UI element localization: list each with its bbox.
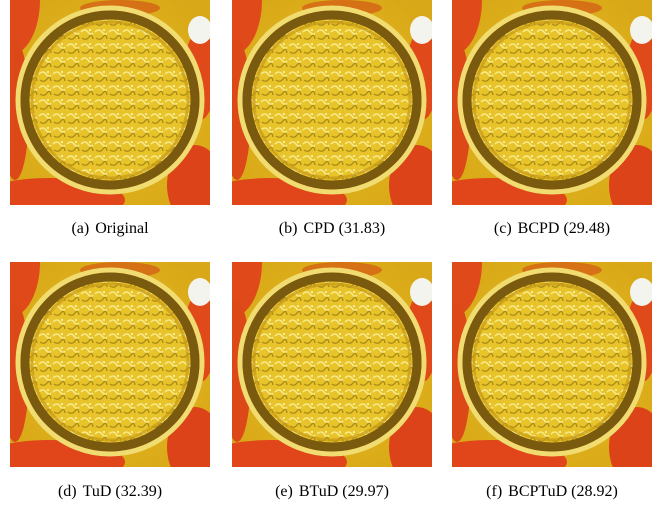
caption-text: CPD (31.83) — [303, 220, 385, 237]
caption-text: Original — [95, 220, 148, 237]
caption: (c) BCPD (29.48) — [432, 220, 668, 238]
caption: (f) BCPTuD (28.92) — [432, 483, 668, 501]
caption: (a) Original — [0, 220, 230, 238]
caption: (d) TuD (32.39) — [0, 483, 230, 501]
label: (d) — [58, 483, 77, 500]
image — [10, 0, 210, 205]
label: (f) — [486, 483, 502, 500]
figure: (a) Original (b) CPD (31.83) (c) BCPD (29.4… — [0, 0, 668, 511]
image — [452, 0, 652, 205]
panel: (e)BTuD (29.97) — [232, 262, 432, 467]
caption-text: BCPTuD (28.92) — [508, 483, 618, 500]
image — [452, 262, 652, 467]
label: (b) — [279, 220, 298, 237]
label: (a) — [71, 220, 89, 237]
image — [10, 262, 210, 467]
panel: (d)TuD (32.39) — [10, 262, 210, 467]
image — [232, 262, 432, 467]
label: (e) — [275, 483, 293, 500]
panel: (b)CPD (31.83) — [232, 0, 432, 205]
caption-text: BCPD (29.48) — [518, 220, 610, 237]
panel: (c)BCPD (29.48) — [452, 0, 652, 205]
caption: (e) BTuD (29.97) — [212, 483, 452, 501]
image — [232, 0, 432, 205]
panel: (f)BCPTuD (28.92) — [452, 262, 652, 467]
label: (c) — [494, 220, 512, 237]
caption-text: BTuD (29.97) — [299, 483, 389, 500]
panel: (a)Original — [10, 0, 210, 205]
caption: (b) CPD (31.83) — [212, 220, 452, 238]
caption-text: TuD (32.39) — [83, 483, 162, 500]
